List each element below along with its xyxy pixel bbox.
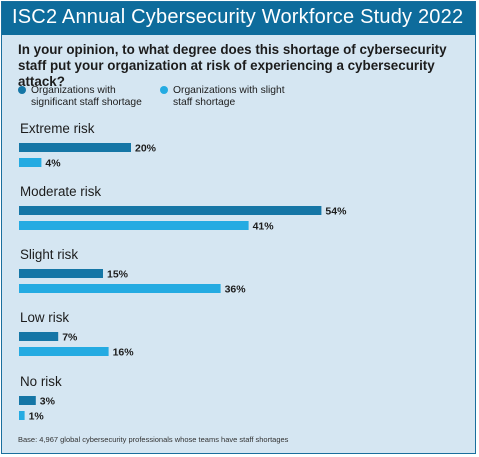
survey-question: In your opinion, to what degree does thi… bbox=[18, 42, 447, 89]
value-label-no-risk-significant: 3% bbox=[40, 396, 56, 408]
value-label-extreme-risk-slight: 4% bbox=[45, 158, 61, 170]
bar-chart: Extreme risk 20% 4% Moderate risk 54% 41% Slig… bbox=[19, 121, 347, 423]
legend-label-significant: Organizations with significant staff sho… bbox=[31, 85, 142, 108]
value-label-slight-risk-slight: 36% bbox=[225, 284, 247, 296]
legend-swatch-significant bbox=[18, 86, 26, 94]
legend-label-slight: Organizations with slight staff shortage bbox=[173, 85, 285, 108]
bar-slight-risk-slight bbox=[19, 284, 221, 293]
value-label-no-risk-slight: 1% bbox=[29, 411, 45, 423]
footnote: Base: 4,967 global cybersecurity profess… bbox=[18, 435, 289, 444]
bar-low-risk-significant bbox=[19, 332, 59, 341]
bar-extreme-risk-significant bbox=[19, 143, 131, 152]
chart-title: ISC2 Annual Cybersecurity Workforce Stud… bbox=[12, 6, 464, 28]
title-bar: ISC2 Annual Cybersecurity Workforce Stud… bbox=[2, 2, 475, 35]
value-label-moderate-risk-significant: 54% bbox=[325, 206, 347, 218]
bar-no-risk-slight bbox=[19, 411, 25, 420]
category-label-extreme-risk: Extreme risk bbox=[20, 121, 95, 136]
value-label-low-risk-slight: 16% bbox=[113, 347, 135, 359]
value-label-low-risk-significant: 7% bbox=[62, 332, 78, 344]
bar-slight-risk-significant bbox=[19, 269, 103, 278]
category-label-moderate-risk: Moderate risk bbox=[20, 184, 101, 199]
value-label-extreme-risk-significant: 20% bbox=[135, 143, 157, 155]
category-label-no-risk: No risk bbox=[20, 374, 62, 389]
value-label-moderate-risk-slight: 41% bbox=[253, 221, 275, 233]
value-label-slight-risk-significant: 15% bbox=[107, 269, 129, 281]
bar-moderate-risk-slight bbox=[19, 221, 249, 230]
legend-swatch-slight bbox=[160, 86, 168, 94]
bar-low-risk-slight bbox=[19, 347, 109, 356]
bar-moderate-risk-significant bbox=[19, 206, 322, 215]
category-label-low-risk: Low risk bbox=[20, 310, 69, 325]
bar-extreme-risk-slight bbox=[19, 158, 42, 167]
bar-no-risk-significant bbox=[19, 396, 36, 405]
category-label-slight-risk: Slight risk bbox=[20, 247, 78, 262]
